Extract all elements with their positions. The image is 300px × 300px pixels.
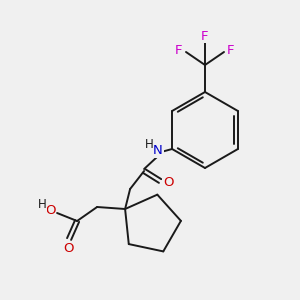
Text: H: H (145, 137, 154, 151)
Text: F: F (201, 29, 209, 43)
Text: O: O (63, 242, 73, 254)
Text: O: O (163, 176, 173, 190)
Text: F: F (227, 44, 235, 58)
Text: F: F (175, 44, 183, 58)
Text: O: O (45, 205, 55, 218)
Text: N: N (153, 145, 163, 158)
Text: H: H (38, 199, 46, 212)
